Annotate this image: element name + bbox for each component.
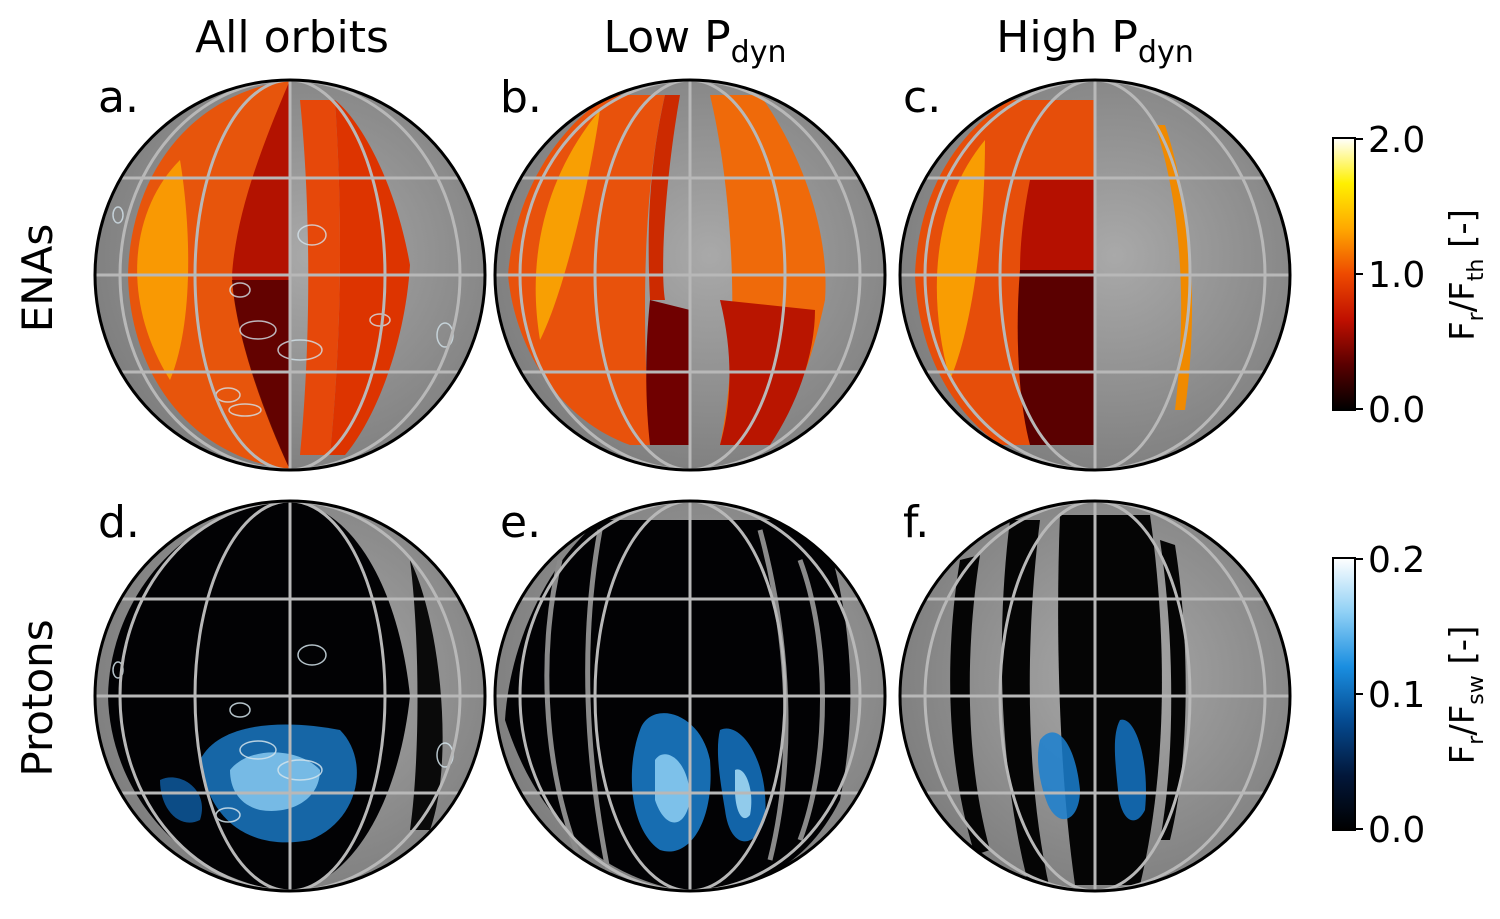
globe-outline-a (93, 78, 487, 472)
colorbar-enas-label: Fr/Fth [-] (1443, 209, 1489, 341)
panel-label-c: c. (903, 72, 941, 123)
row-label-enas: ENAs (13, 224, 62, 333)
row-label-protons: Protons (13, 619, 62, 776)
panel-label-d: d. (98, 497, 140, 548)
panel-label-b: b. (500, 72, 542, 123)
globe-panel-c (900, 80, 1290, 470)
colorbar-protons: 0.2 0.1 0.0 Fr/Fsw [-] (1332, 540, 1489, 851)
column-title-low-pdyn: Low Pdyn (604, 12, 787, 70)
column-title-all-orbits: All orbits (195, 12, 389, 63)
colorbar-protons-label: Fr/Fsw [-] (1443, 626, 1489, 765)
colorbar-protons-bar (1332, 557, 1356, 831)
globe-panel-a (95, 80, 485, 470)
globe-outline-c (898, 78, 1292, 472)
globe-panel-e (495, 501, 885, 891)
globe-outline-b (493, 78, 887, 472)
colorbar-enas: 2.0 1.0 0.0 Fr/Fth [-] (1332, 120, 1489, 431)
globe-panel-d (95, 501, 485, 891)
globe-outline-f (898, 499, 1292, 893)
colorbar-protons-tick-top: 0.2 (1368, 540, 1425, 581)
colorbar-enas-bar (1332, 137, 1356, 411)
column-title-high-pdyn: High Pdyn (996, 12, 1193, 70)
globe-panel-f (900, 501, 1290, 891)
panel-label-e: e. (500, 497, 541, 548)
colorbar-enas-tick-bottom: 0.0 (1368, 390, 1425, 431)
colorbar-enas-tick-mid: 1.0 (1368, 255, 1425, 296)
globe-outline-e (493, 499, 887, 893)
panel-label-f: f. (903, 497, 929, 548)
colorbar-protons-tick-mid: 0.1 (1368, 675, 1425, 716)
panel-label-a: a. (98, 72, 139, 123)
globe-panel-b (495, 80, 885, 470)
colorbar-enas-tick-top: 2.0 (1368, 120, 1425, 161)
globe-outline-d (93, 499, 487, 893)
colorbar-protons-tick-bottom: 0.0 (1368, 810, 1425, 851)
